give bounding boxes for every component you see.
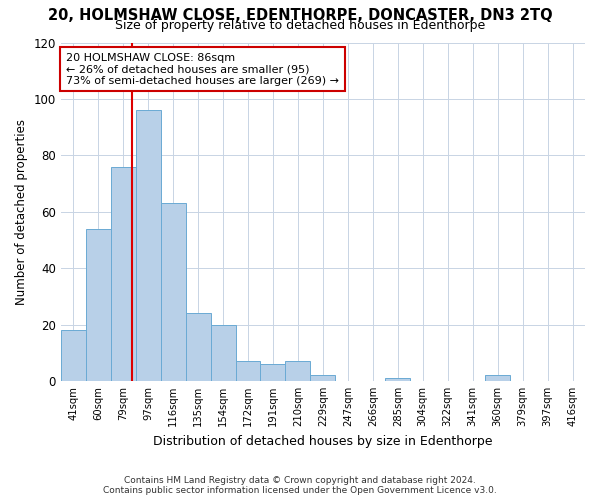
Bar xyxy=(61,330,86,381)
Bar xyxy=(211,324,236,381)
Text: Contains HM Land Registry data © Crown copyright and database right 2024.
Contai: Contains HM Land Registry data © Crown c… xyxy=(103,476,497,495)
Text: 20, HOLMSHAW CLOSE, EDENTHORPE, DONCASTER, DN3 2TQ: 20, HOLMSHAW CLOSE, EDENTHORPE, DONCASTE… xyxy=(47,8,553,22)
Bar xyxy=(136,110,161,381)
Bar xyxy=(385,378,410,381)
Bar xyxy=(111,166,136,381)
Bar xyxy=(310,376,335,381)
X-axis label: Distribution of detached houses by size in Edenthorpe: Distribution of detached houses by size … xyxy=(153,434,493,448)
Bar xyxy=(286,361,310,381)
Bar xyxy=(485,376,510,381)
Bar xyxy=(86,228,111,381)
Bar xyxy=(260,364,286,381)
Bar xyxy=(185,313,211,381)
Text: Size of property relative to detached houses in Edenthorpe: Size of property relative to detached ho… xyxy=(115,18,485,32)
Y-axis label: Number of detached properties: Number of detached properties xyxy=(15,118,28,304)
Text: 20 HOLMSHAW CLOSE: 86sqm
← 26% of detached houses are smaller (95)
73% of semi-d: 20 HOLMSHAW CLOSE: 86sqm ← 26% of detach… xyxy=(66,52,339,86)
Bar xyxy=(236,361,260,381)
Bar xyxy=(161,204,185,381)
